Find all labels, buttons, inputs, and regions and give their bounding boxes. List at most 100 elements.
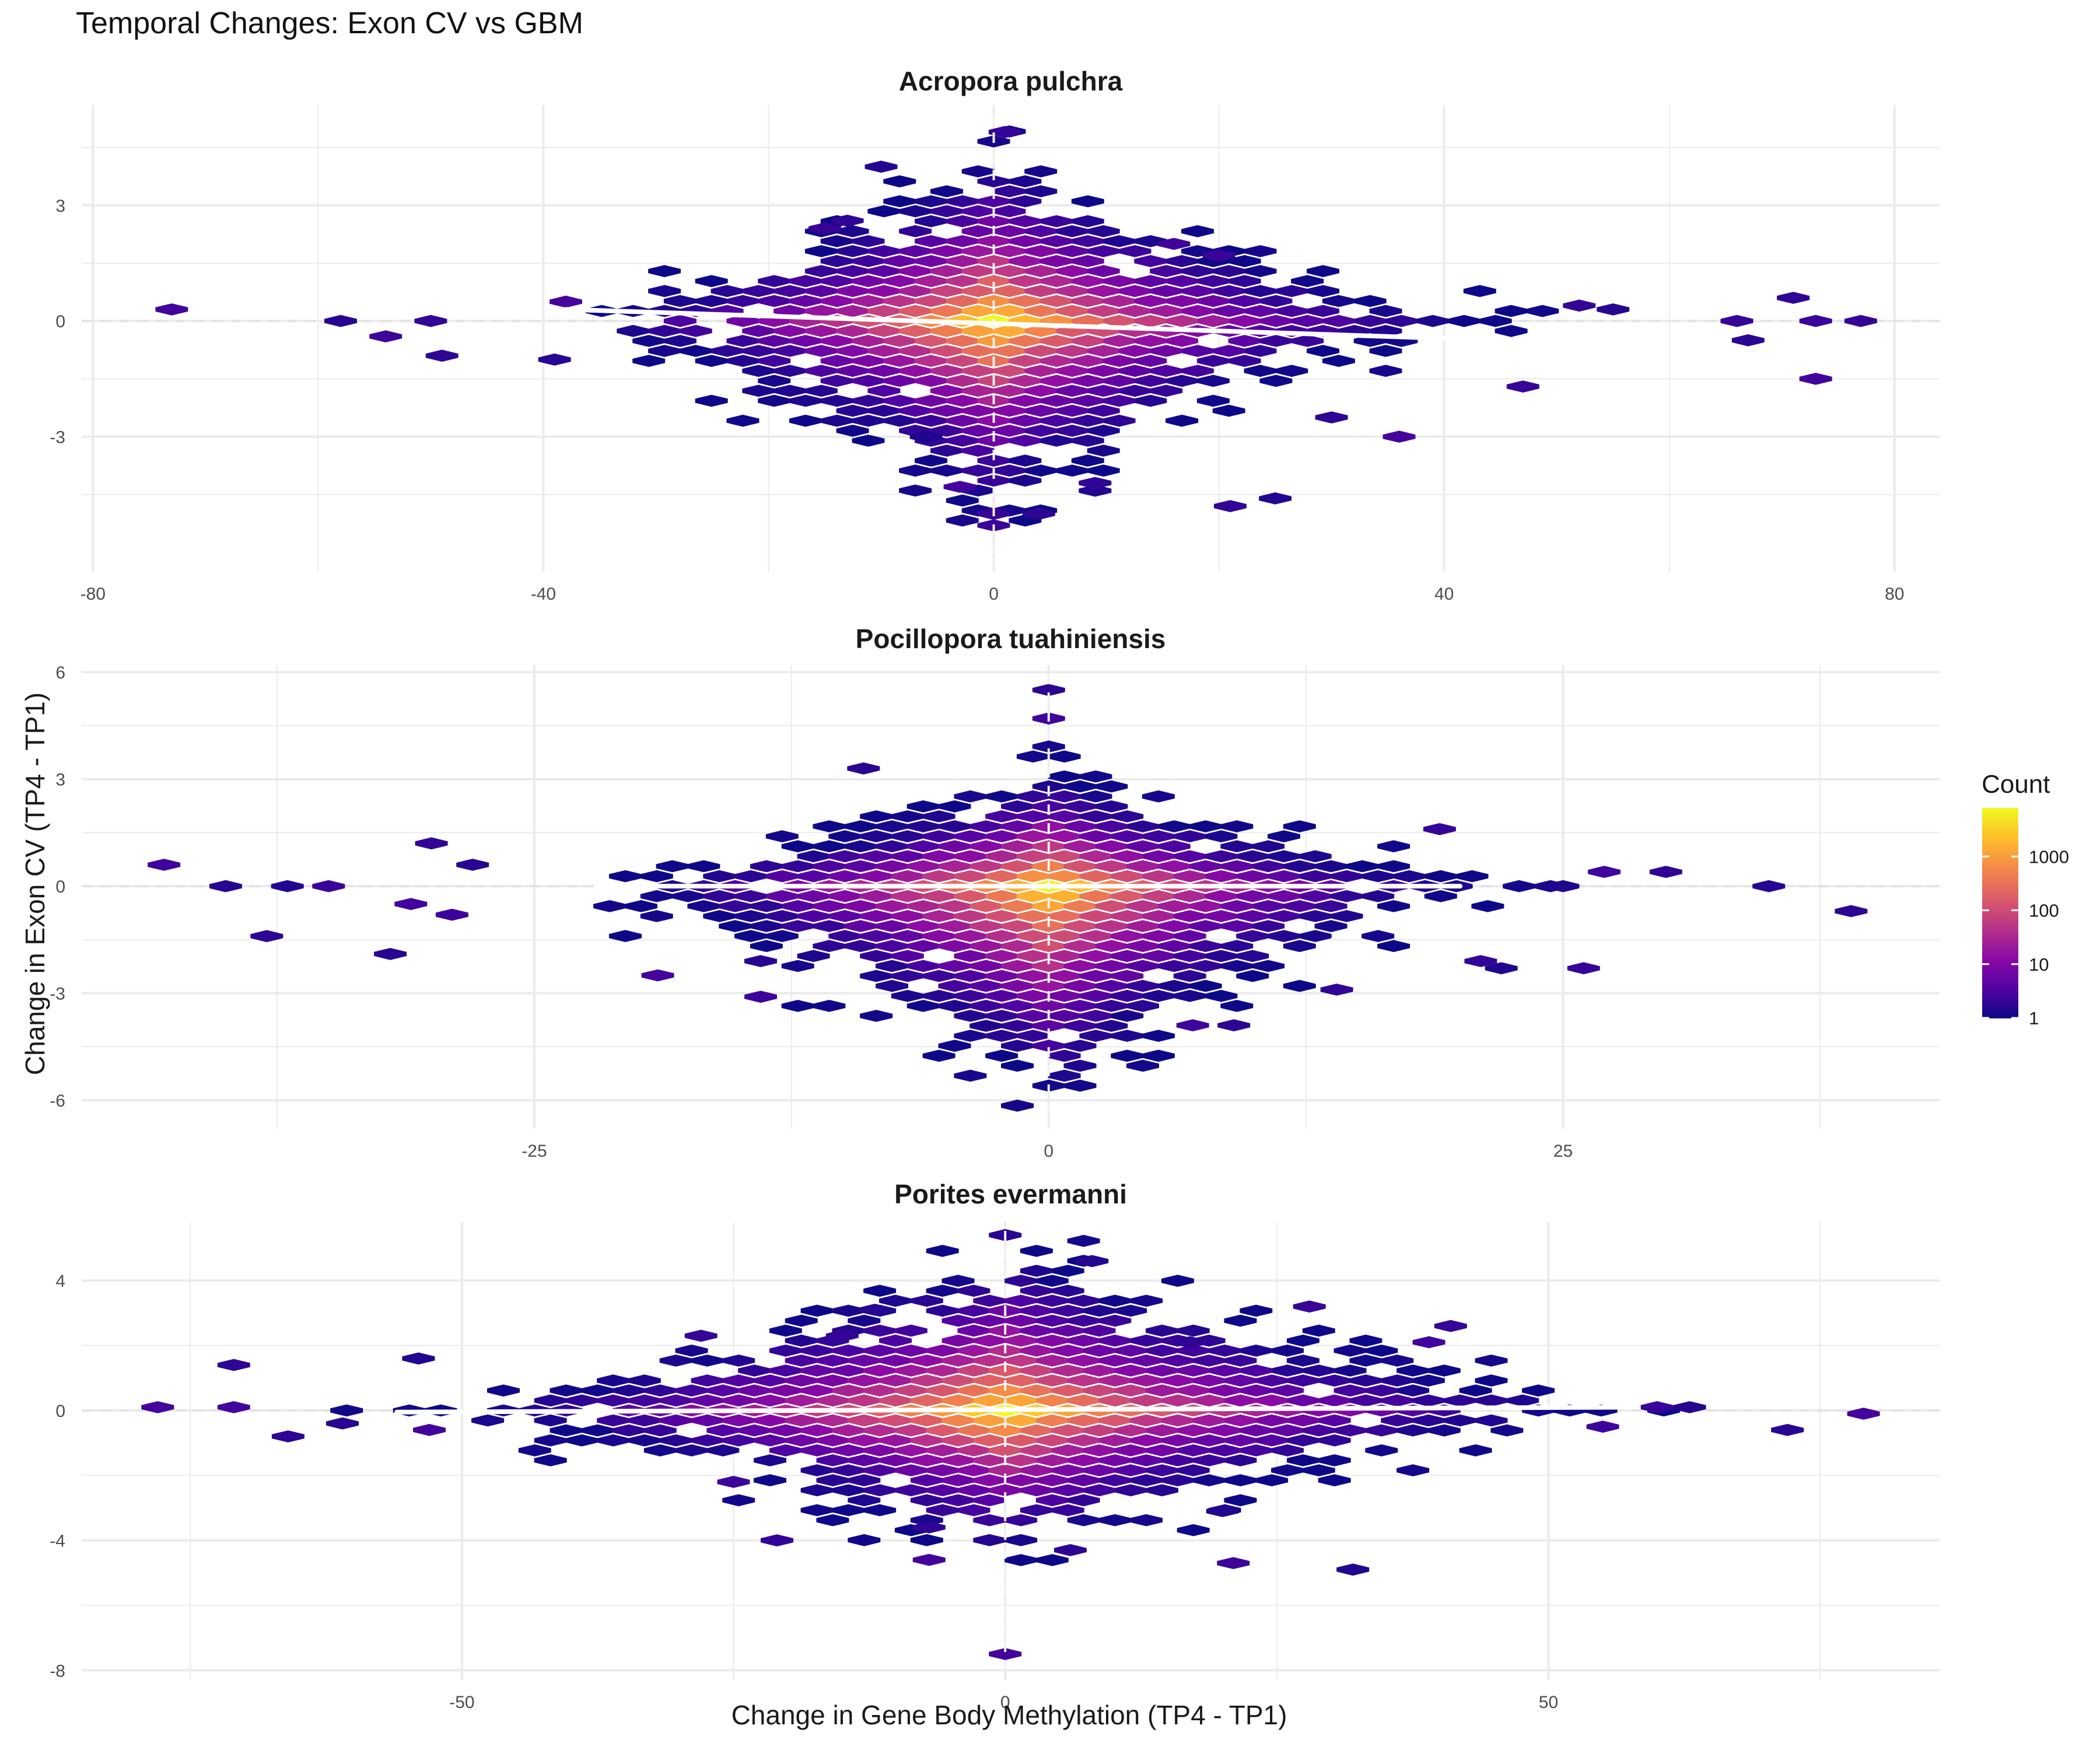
- hexbin-cell: [1161, 1414, 1194, 1427]
- hexbin-cell: [1189, 900, 1222, 912]
- panel-title-pocillopora: Pocillopora tuahiniensis: [855, 624, 1166, 654]
- hexbin-cell: [926, 1444, 959, 1457]
- legend-colorbar-segment: [1982, 969, 2018, 972]
- hexbin-cell: [1506, 1394, 1539, 1407]
- hexbin-cell: [863, 1424, 897, 1437]
- hexbin-outlier: [825, 1329, 859, 1342]
- hexbin-cell: [1001, 1040, 1034, 1052]
- legend-colorbar-segment: [1982, 885, 2018, 888]
- hexbin-cell: [985, 790, 1019, 803]
- legend-break-label: 1000: [2029, 846, 2069, 867]
- hexbin-cell: [836, 365, 869, 377]
- hexbin-cell: [1016, 970, 1049, 982]
- hexbin-cell: [1095, 920, 1128, 932]
- hexbin-cell: [1166, 414, 1199, 427]
- hexbin-cell: [989, 1424, 1022, 1437]
- hexbin-cell: [894, 1364, 928, 1377]
- hexbin-cell: [1244, 365, 1277, 377]
- hexbin-cell: [800, 1384, 834, 1397]
- hexbin-cell: [942, 1394, 975, 1407]
- hexbin-cell: [1220, 860, 1254, 873]
- hexbin-cell: [894, 1324, 928, 1337]
- hexbin-cell: [800, 1304, 834, 1317]
- hexbin-cell: [942, 1314, 975, 1327]
- hexbin-cell: [1016, 890, 1049, 902]
- hexbin-cell: [789, 394, 822, 407]
- hexbin-cell: [977, 454, 1010, 467]
- hexbin-cell: [1228, 295, 1261, 307]
- hexbin-cell: [800, 1345, 834, 1357]
- y-tick-label: 6: [55, 663, 65, 682]
- x-tick-label: -25: [522, 1142, 547, 1161]
- legend-colorbar-segment: [1982, 957, 2018, 960]
- hexbin-cell: [1051, 1364, 1084, 1377]
- hexbin-cell: [1173, 989, 1206, 1002]
- hexbin-cell: [1412, 1374, 1445, 1387]
- hexbin-cell: [930, 304, 963, 317]
- hexbin-cell: [910, 1494, 943, 1507]
- hexbin-cell: [797, 870, 830, 883]
- hexbin-cell: [832, 1464, 865, 1476]
- hexbin-cell: [1095, 820, 1128, 832]
- y-tick-label: -6: [50, 1091, 65, 1111]
- hexbin-cell: [1024, 384, 1058, 397]
- hexbin-cell: [691, 1414, 724, 1427]
- hexbin-cell: [581, 1424, 614, 1437]
- hexbin-cell: [954, 1069, 987, 1082]
- hexbin-cell: [1032, 940, 1065, 953]
- hexbin-cell: [1079, 930, 1112, 942]
- hexbin-cell: [926, 1384, 959, 1397]
- hexbin-cell: [891, 830, 924, 842]
- hexbin-cell: [628, 1394, 661, 1407]
- hexbin-cell: [1161, 1374, 1194, 1387]
- hexbin-cell: [1067, 1234, 1100, 1247]
- hexbin-cell: [750, 940, 783, 953]
- hexbin-cell: [1051, 1424, 1084, 1437]
- hexbin-cell: [836, 225, 869, 237]
- hexbin-cell: [1271, 1345, 1304, 1357]
- hexbin-cell: [800, 1364, 834, 1377]
- hexbin-cell: [1228, 355, 1261, 367]
- hexbin-cell: [1055, 384, 1088, 397]
- hexbin-cell: [1236, 850, 1269, 863]
- hexbin-cell: [1016, 750, 1049, 763]
- hexbin-cell: [1479, 314, 1512, 327]
- hexbin-cell: [1032, 979, 1065, 992]
- hexbin-cell: [1181, 285, 1214, 298]
- hexbin-cell: [1095, 940, 1128, 953]
- hexbin-cell: [879, 1374, 912, 1387]
- hexbin-cell: [758, 374, 791, 387]
- hexbin-cell: [1157, 840, 1191, 853]
- hexbin-cell: [1009, 335, 1042, 347]
- hexbin-cell: [1365, 1424, 1398, 1437]
- hexbin-cell: [848, 1314, 881, 1327]
- hexbin-cell: [1220, 940, 1254, 953]
- hexbin-cell: [883, 195, 916, 208]
- hexbin-cell: [970, 1020, 1003, 1032]
- hexbin-cell: [946, 374, 979, 387]
- hexbin-cell: [734, 870, 767, 883]
- hexbin-cell: [957, 1304, 991, 1317]
- hexbin-cell: [1291, 275, 1324, 288]
- hexbin-cell: [926, 1504, 959, 1517]
- hexbin-outlier: [858, 1304, 891, 1316]
- hexbin-cell: [973, 1414, 1006, 1427]
- hexbin-cell: [609, 870, 642, 883]
- hexbin-cell: [973, 1314, 1006, 1327]
- hexbin-cell: [910, 1414, 943, 1427]
- hexbin-outlier: [414, 314, 447, 327]
- hexbin-cell: [954, 850, 987, 863]
- hexbin-cell: [1475, 1354, 1508, 1367]
- hexbin-cell: [726, 414, 760, 427]
- hexbin-cell: [1268, 870, 1300, 883]
- hexbin-cell: [863, 1464, 897, 1476]
- x-tick-label: 50: [1539, 1693, 1558, 1712]
- hexbin-outlier: [1079, 477, 1112, 489]
- hexbin-cell: [679, 325, 712, 337]
- hexbin-cell: [1224, 1314, 1257, 1327]
- hexbin-cell: [1220, 960, 1254, 972]
- hexbin-cell: [883, 335, 916, 347]
- hexbin-cell: [1055, 265, 1088, 278]
- legend-colorbar-segment: [1982, 1009, 2018, 1012]
